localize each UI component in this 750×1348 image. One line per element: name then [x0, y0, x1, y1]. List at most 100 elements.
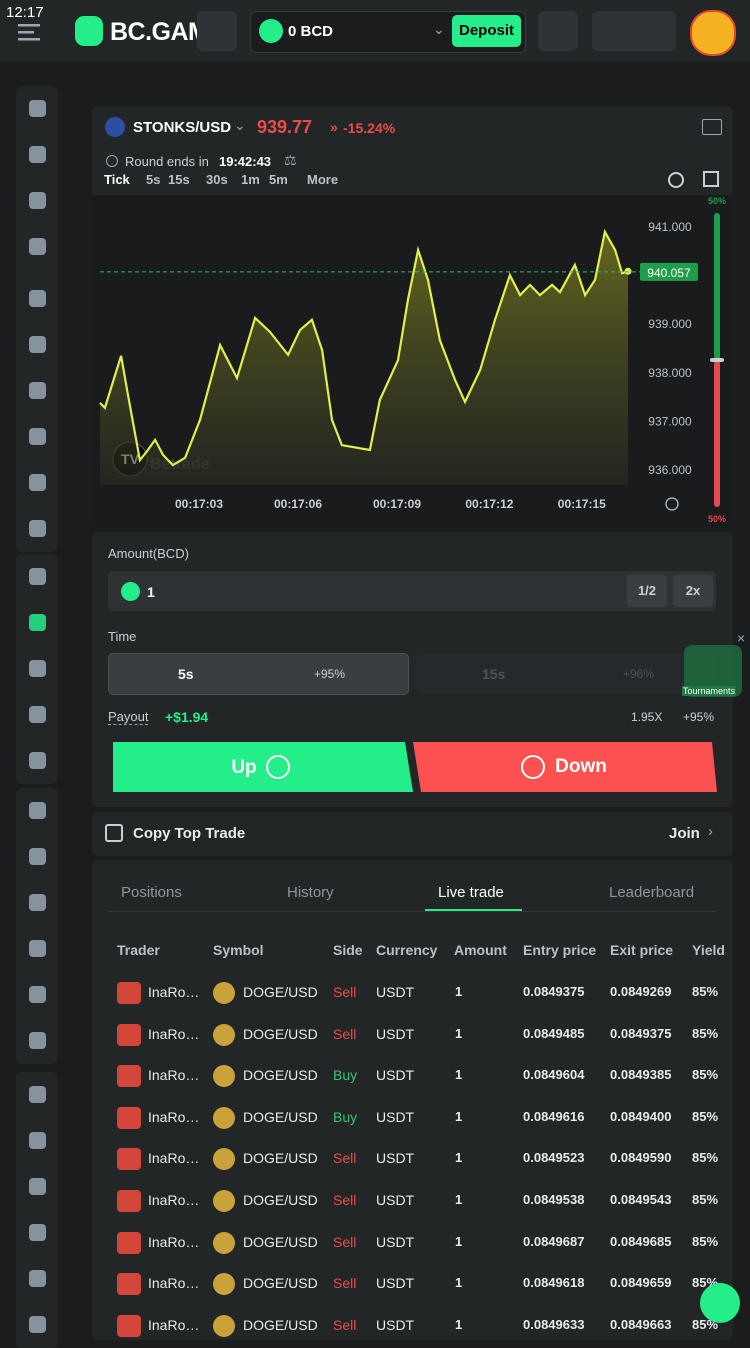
- cell: 1: [455, 1233, 463, 1249]
- trader-avatar: [117, 1273, 141, 1296]
- sidebar-group: [16, 788, 58, 1064]
- chart: Betrade TV 936.000937.000938.000939.0009…: [92, 195, 733, 526]
- sidebar-icon[interactable]: [29, 290, 46, 307]
- sidebar-icon[interactable]: [29, 1032, 46, 1049]
- sidebar-icon[interactable]: [29, 802, 46, 819]
- cell: 0.0849485: [523, 1025, 585, 1041]
- sidebar-icon[interactable]: [29, 706, 46, 723]
- y-tick-label: 941.000: [648, 220, 692, 234]
- line: [99, 228, 629, 467]
- sidebar-icon[interactable]: [29, 614, 46, 631]
- tab[interactable]: Leaderboard: [609, 884, 695, 901]
- sentiment-label: 50%: [708, 196, 726, 206]
- sidebar-icon[interactable]: [29, 568, 46, 585]
- column-header: Amount: [454, 942, 507, 958]
- amount-label: Amount(BCD): [108, 546, 189, 561]
- sidebar-icon[interactable]: [29, 336, 46, 353]
- down-button[interactable]: [413, 742, 717, 792]
- chat-notify-buttons[interactable]: [592, 11, 676, 51]
- pair[interactable]: STONKS/USD: [133, 119, 232, 136]
- column-header: Symbol: [213, 942, 264, 958]
- y-tick-label: 936.000: [648, 463, 692, 477]
- cell: InaRo…: [148, 1316, 200, 1333]
- column-header: Side: [333, 942, 363, 958]
- duration-option[interactable]: [416, 653, 716, 693]
- timeframe[interactable]: 5s: [146, 172, 161, 187]
- amount-input[interactable]: [108, 571, 716, 611]
- timeframe[interactable]: More: [307, 172, 339, 187]
- chart-settings[interactable]: [665, 497, 679, 511]
- sidebar-icon[interactable]: [29, 146, 46, 163]
- tab[interactable]: Positions: [121, 884, 182, 901]
- up-button[interactable]: [113, 742, 413, 792]
- timeframe[interactable]: 15s: [168, 172, 190, 187]
- support-button[interactable]: [700, 1283, 740, 1323]
- tab[interactable]: History: [287, 884, 334, 901]
- close-badge[interactable]: ×: [737, 630, 746, 646]
- status-time: 12:17: [6, 4, 44, 21]
- sidebar-icon[interactable]: [29, 382, 46, 399]
- search-button[interactable]: [197, 11, 237, 51]
- wallet-caret: ⌄: [433, 21, 445, 37]
- gift-button[interactable]: [538, 11, 578, 51]
- cell: 85%: [692, 1108, 719, 1124]
- multiplier: 1.95X: [631, 710, 663, 724]
- trader-avatar: [117, 1231, 141, 1254]
- timeframe[interactable]: Tick: [104, 172, 130, 187]
- timeframe[interactable]: 5m: [269, 172, 288, 187]
- sentiment-bar: [714, 213, 720, 360]
- trader-avatar: [117, 1190, 141, 1212]
- sidebar-icon[interactable]: [29, 940, 46, 957]
- x-tick-label: 00:17:12: [465, 497, 513, 511]
- duration-payout: +96%: [623, 667, 655, 681]
- timeframe[interactable]: 30s: [206, 172, 228, 187]
- sidebar-icon[interactable]: [29, 1316, 46, 1333]
- avatar[interactable]: [690, 10, 736, 56]
- logo-icon: [75, 16, 103, 46]
- sidebar-icon[interactable]: [29, 1270, 46, 1287]
- cell: InaRo…: [148, 1275, 200, 1292]
- cell: DOGE/USD: [243, 1108, 318, 1125]
- deposit-button[interactable]: Deposit: [452, 15, 521, 47]
- down-icon: [521, 755, 545, 779]
- sidebar-icon[interactable]: [29, 520, 46, 537]
- y-tick-label: 938.000: [648, 366, 692, 380]
- sidebar-icon[interactable]: [29, 192, 46, 209]
- sidebar-icon[interactable]: [29, 986, 46, 1003]
- coin-icon: [213, 1023, 235, 1046]
- half-button[interactable]: 1/2: [627, 575, 667, 607]
- sidebar-icon[interactable]: [29, 1132, 46, 1149]
- last-point: [624, 267, 632, 275]
- balance-icon: ⚖: [284, 152, 297, 168]
- sidebar-icon[interactable]: [29, 238, 46, 255]
- sidebar-icon[interactable]: [29, 848, 46, 865]
- rules-icon[interactable]: [702, 119, 722, 135]
- tournaments[interactable]: Tournaments: [682, 686, 737, 696]
- duration-option[interactable]: [108, 653, 409, 695]
- column-header: Exit price: [610, 942, 674, 958]
- timeframe[interactable]: 1m: [241, 172, 260, 187]
- tab[interactable]: Live trade: [438, 884, 504, 901]
- sidebar-icon[interactable]: [29, 894, 46, 911]
- trader-avatar: [117, 1065, 141, 1088]
- sidebar-icon[interactable]: [29, 428, 46, 445]
- price: 939.77: [257, 117, 313, 137]
- sidebar-icon[interactable]: [29, 100, 46, 117]
- x-tick-label: 00:17:03: [175, 497, 223, 511]
- duration: 5s: [178, 666, 194, 682]
- settings-button[interactable]: [668, 172, 684, 188]
- sidebar-icon[interactable]: [29, 660, 46, 677]
- column-header: Yield: [692, 942, 725, 958]
- join-link[interactable]: Join: [669, 825, 700, 842]
- sidebar-icon[interactable]: [29, 1224, 46, 1241]
- cell: DOGE/USD: [243, 1192, 318, 1208]
- sidebar-icon[interactable]: [29, 1178, 46, 1195]
- copy-trade[interactable]: [92, 812, 733, 856]
- double-button[interactable]: 2x: [673, 575, 713, 607]
- fullscreen-button[interactable]: [703, 171, 719, 187]
- menu-button[interactable]: [18, 22, 46, 42]
- sidebar-icon[interactable]: [29, 752, 46, 769]
- sidebar-icon[interactable]: [29, 1086, 46, 1103]
- sidebar-icon[interactable]: [29, 474, 46, 491]
